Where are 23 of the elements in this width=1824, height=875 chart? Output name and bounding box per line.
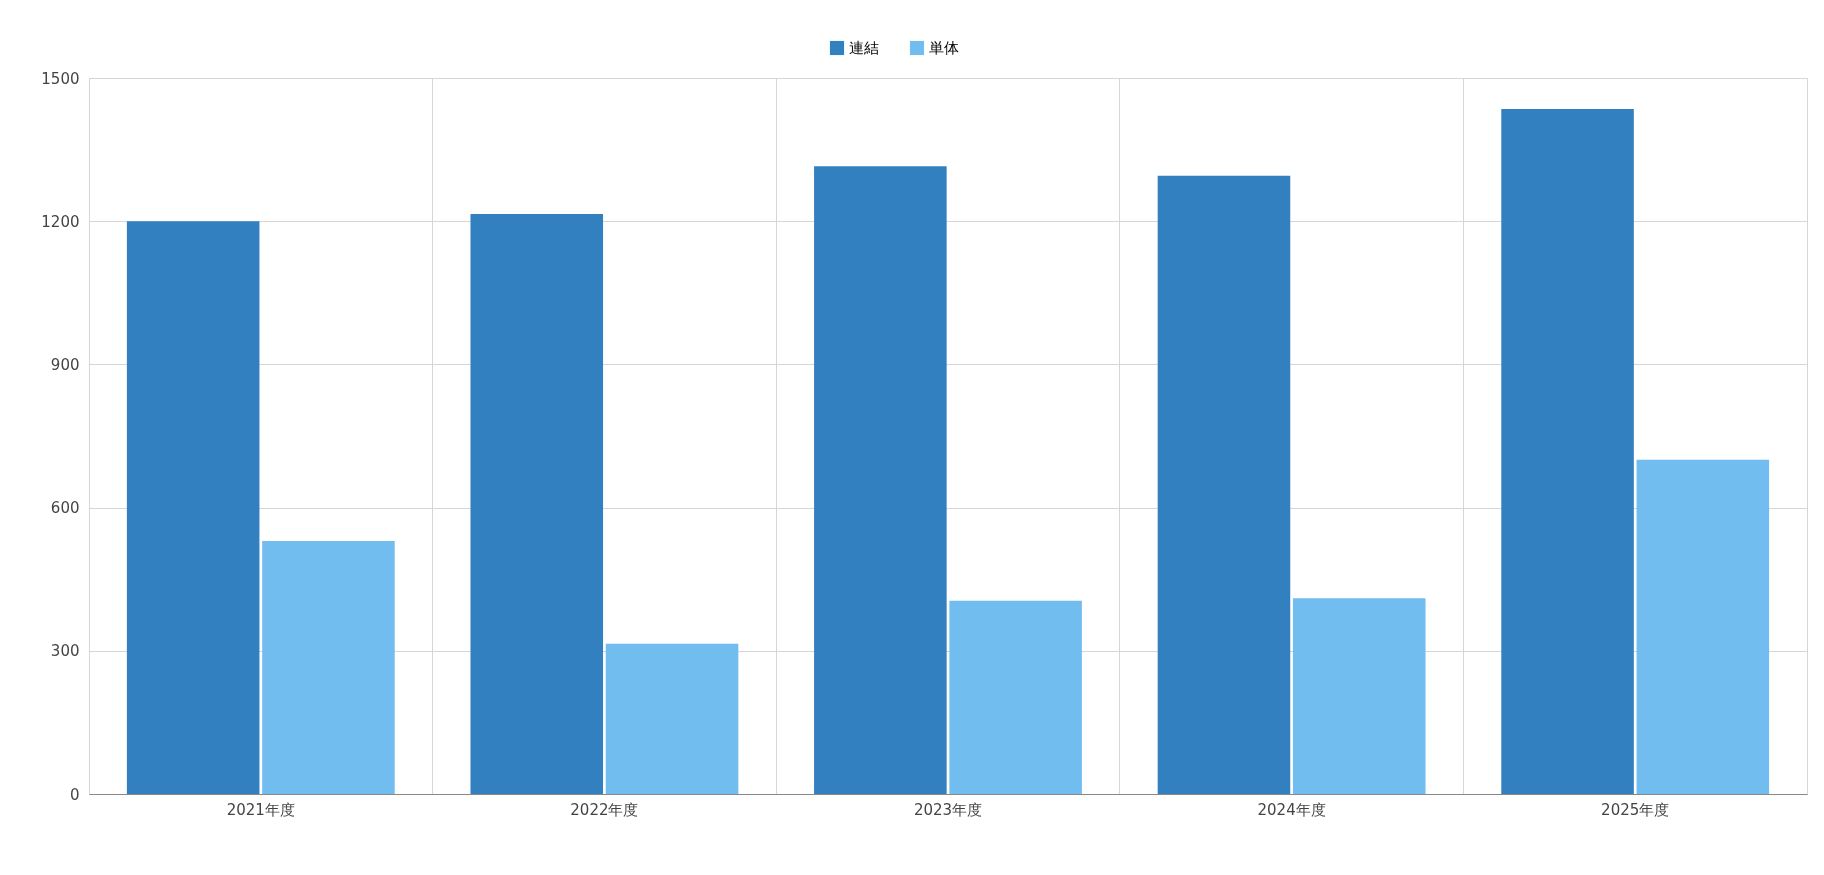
x-tick-label: 2021年度: [226, 800, 295, 819]
x-tick-label: 2024年度: [1257, 800, 1326, 819]
bar: [1501, 109, 1634, 794]
bar: [1157, 175, 1291, 794]
legend-label: 単体: [929, 39, 959, 57]
x-tick-label: 2022年度: [570, 800, 639, 819]
legend-label: 連結: [849, 39, 879, 57]
bar: [605, 643, 739, 794]
y-tick-label: 300: [50, 642, 80, 661]
x-tick-label: 2025年度: [1601, 800, 1670, 819]
bar: [1636, 459, 1770, 794]
bar: [1292, 598, 1426, 794]
bar: [814, 166, 947, 794]
y-tick-label: 1200: [41, 212, 80, 231]
y-tick-label: 600: [50, 499, 80, 518]
x-tick-label: 2023年度: [913, 800, 983, 819]
bar: [126, 221, 260, 794]
bar: [470, 214, 604, 794]
y-tick-label: 1500: [41, 69, 80, 88]
bar: [949, 600, 1082, 794]
bar: [262, 541, 395, 794]
y-tick-label: 0: [69, 785, 80, 804]
y-tick-label: 900: [50, 355, 80, 374]
